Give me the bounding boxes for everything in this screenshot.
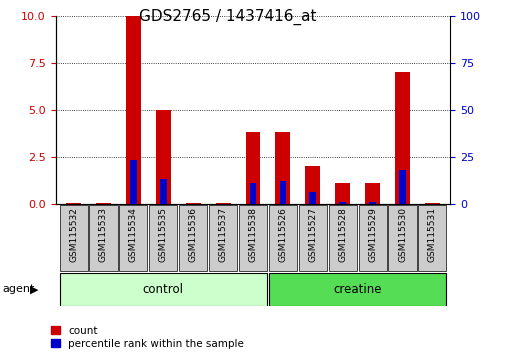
Text: GSM115526: GSM115526 [278, 207, 287, 262]
Text: agent: agent [3, 284, 35, 295]
Bar [394, 72, 409, 204]
Text: GSM115538: GSM115538 [248, 207, 257, 262]
Bar [365, 183, 379, 204]
Text: GSM115534: GSM115534 [129, 207, 138, 262]
Bar [245, 132, 260, 204]
Text: ▶: ▶ [30, 284, 38, 295]
Bar [279, 181, 286, 204]
Bar [275, 132, 290, 204]
FancyBboxPatch shape [418, 205, 445, 271]
Bar [126, 16, 140, 204]
Bar [335, 183, 349, 204]
Text: GSM115537: GSM115537 [218, 207, 227, 262]
FancyBboxPatch shape [328, 205, 356, 271]
Text: GSM115533: GSM115533 [99, 207, 108, 262]
FancyBboxPatch shape [60, 205, 87, 271]
Bar [249, 183, 256, 204]
Bar [424, 202, 439, 204]
FancyBboxPatch shape [209, 205, 237, 271]
Bar [305, 166, 320, 204]
Text: GSM115535: GSM115535 [159, 207, 168, 262]
FancyBboxPatch shape [388, 205, 416, 271]
Text: GSM115527: GSM115527 [308, 207, 317, 262]
FancyBboxPatch shape [298, 205, 326, 271]
Bar [398, 170, 405, 204]
Bar [66, 202, 81, 204]
Bar [185, 202, 200, 204]
Text: GSM115536: GSM115536 [188, 207, 197, 262]
FancyBboxPatch shape [60, 273, 267, 306]
Bar [309, 192, 316, 204]
Bar [96, 202, 111, 204]
Text: GSM115531: GSM115531 [427, 207, 436, 262]
Text: creatine: creatine [333, 283, 381, 296]
Text: GSM115529: GSM115529 [367, 207, 376, 262]
Bar [160, 179, 166, 204]
FancyBboxPatch shape [358, 205, 386, 271]
Text: GSM115532: GSM115532 [69, 207, 78, 262]
FancyBboxPatch shape [268, 205, 296, 271]
Text: GSM115530: GSM115530 [397, 207, 406, 262]
FancyBboxPatch shape [238, 205, 267, 271]
Bar [339, 202, 345, 204]
FancyBboxPatch shape [89, 205, 117, 271]
Bar [369, 202, 375, 204]
FancyBboxPatch shape [268, 273, 445, 306]
Text: GDS2765 / 1437416_at: GDS2765 / 1437416_at [139, 9, 316, 25]
FancyBboxPatch shape [149, 205, 177, 271]
Text: control: control [142, 283, 183, 296]
FancyBboxPatch shape [119, 205, 147, 271]
Bar [156, 110, 171, 204]
Text: GSM115528: GSM115528 [337, 207, 346, 262]
Legend: count, percentile rank within the sample: count, percentile rank within the sample [50, 326, 244, 349]
Bar [215, 202, 230, 204]
Bar [130, 160, 136, 204]
FancyBboxPatch shape [179, 205, 207, 271]
